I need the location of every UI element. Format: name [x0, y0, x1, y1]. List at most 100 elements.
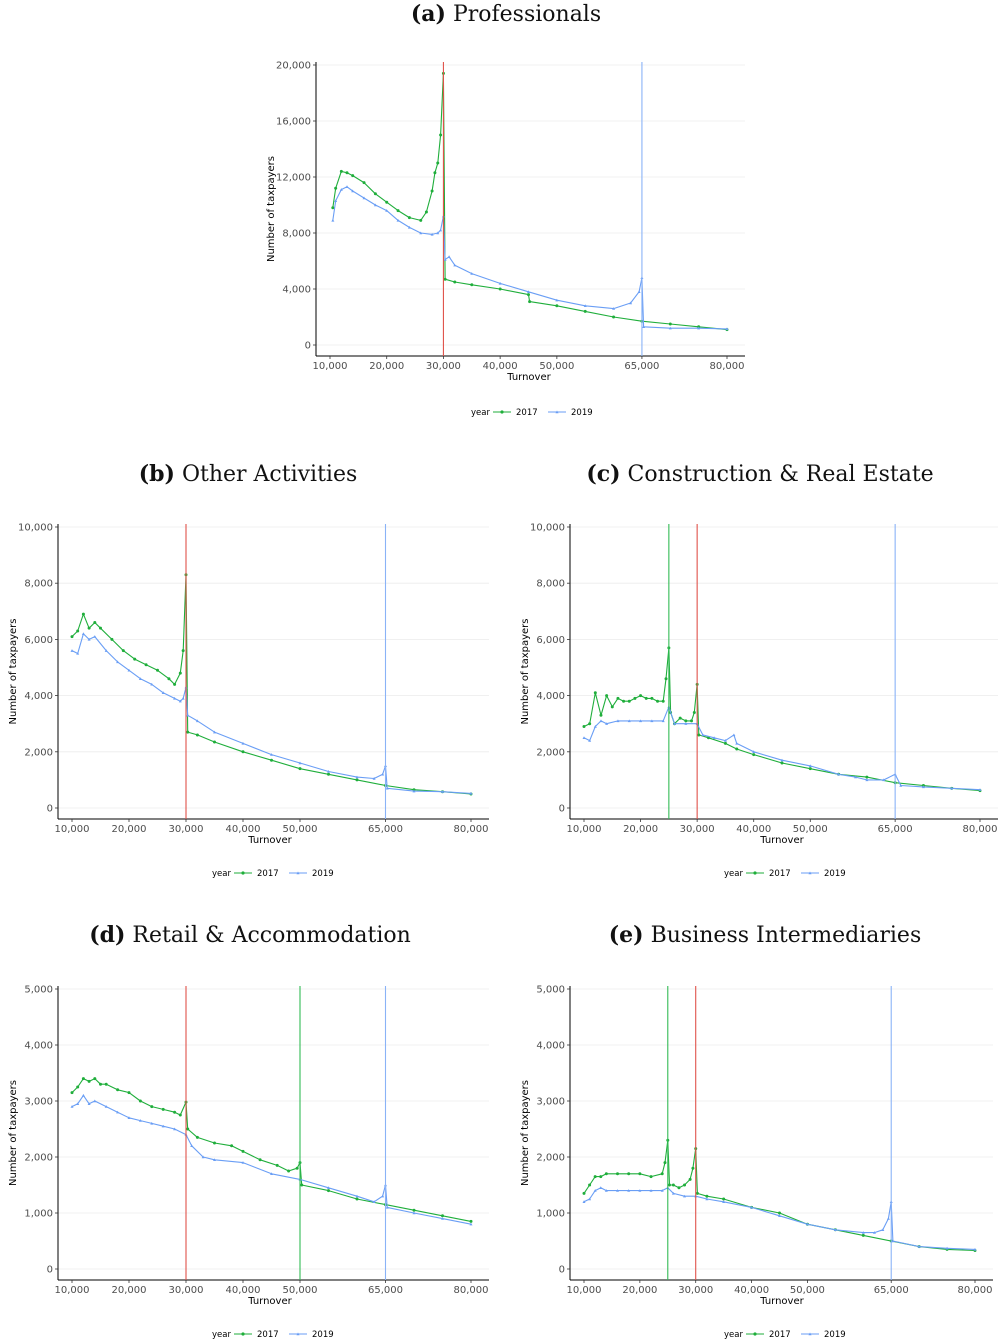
- data-point-2019: [190, 1144, 194, 1147]
- data-point-2017: [433, 171, 437, 175]
- data-point-2019: [407, 225, 411, 229]
- data-point-2017: [599, 1175, 603, 1179]
- series-line-2019: [583, 706, 981, 791]
- data-point-2019: [627, 719, 631, 723]
- chart-b: 0 2,000 4,000 6,000 8,000 10,000 10,000 20,000 3…: [8, 523, 489, 879]
- data-point-2017: [436, 161, 440, 165]
- x-tick-label: 50,000: [539, 361, 574, 372]
- x-axis-title: Turnover: [247, 1296, 292, 1307]
- data-point-2019: [412, 789, 416, 793]
- data-point-2017: [430, 189, 434, 193]
- x-tick-label: 10,000: [567, 824, 602, 835]
- data-point-2017: [173, 1110, 177, 1114]
- series-line-2017: [71, 1078, 472, 1222]
- data-point-2019: [441, 1217, 444, 1220]
- data-point-2019: [891, 1239, 895, 1243]
- legend-label-2019: 2019: [824, 869, 846, 879]
- data-point-2017: [81, 612, 85, 616]
- data-point-2017: [660, 1172, 664, 1176]
- data-point-2017: [156, 668, 159, 672]
- data-point-2017: [178, 1113, 182, 1117]
- data-point-2019: [396, 218, 400, 222]
- y-axis-title: Number of taxpayers: [520, 1080, 531, 1186]
- y-tick-label: 5,000: [536, 985, 565, 996]
- data-point-2017: [110, 637, 114, 641]
- data-point-2019: [327, 1186, 330, 1189]
- data-point-2019: [441, 790, 444, 793]
- data-point-2017: [722, 1197, 726, 1201]
- x-tick-label: 10,000: [313, 361, 348, 372]
- data-point-2019: [334, 199, 338, 202]
- legend-key-marker: [241, 871, 245, 875]
- data-point-2017: [181, 649, 185, 653]
- data-point-2017: [355, 778, 359, 782]
- data-point-2017: [664, 677, 668, 681]
- data-point-2017: [373, 192, 377, 196]
- legend-key-marker: [555, 410, 559, 414]
- legend-label-2017: 2017: [769, 869, 791, 879]
- data-point-2017: [650, 696, 654, 700]
- data-point-2017: [667, 1183, 671, 1187]
- data-point-2017: [287, 1169, 291, 1173]
- data-point-2019: [899, 784, 903, 787]
- data-point-2017: [300, 1183, 304, 1187]
- data-point-2017: [638, 1172, 642, 1176]
- data-point-2017: [705, 1194, 709, 1198]
- data-point-2017: [443, 277, 447, 281]
- data-point-2019: [81, 1093, 85, 1097]
- data-point-2019: [372, 776, 376, 780]
- legend-title: year: [471, 408, 490, 418]
- x-tick-label: 20,000: [112, 1285, 147, 1296]
- y-tick-label: 4,000: [282, 285, 311, 296]
- data-point-2017: [527, 293, 530, 297]
- data-point-2019: [385, 1205, 389, 1209]
- data-point-2019: [138, 1119, 142, 1122]
- data-point-2017: [195, 1135, 199, 1139]
- data-point-2019: [660, 1189, 664, 1192]
- data-point-2017: [138, 1099, 142, 1103]
- legend-label-2017: 2017: [257, 1330, 279, 1340]
- x-tick-label: 30,000: [169, 824, 204, 835]
- data-point-2019: [616, 1189, 620, 1192]
- x-tick-label: 50,000: [790, 1285, 825, 1296]
- data-point-2017: [186, 730, 190, 734]
- series-line-2019: [71, 1094, 472, 1225]
- data-point-2019: [612, 307, 616, 310]
- data-point-2019: [327, 769, 330, 773]
- y-tick-label: 20,000: [276, 61, 311, 72]
- data-point-2019: [661, 719, 665, 723]
- data-point-2019: [527, 290, 530, 293]
- data-point-2017: [778, 1211, 781, 1215]
- data-point-2017: [453, 280, 457, 284]
- y-tick-label: 2,000: [24, 1153, 53, 1164]
- data-point-2017: [116, 1088, 120, 1092]
- data-point-2019: [861, 1231, 865, 1234]
- x-tick-label: 80,000: [454, 1285, 489, 1296]
- chart-c: 0 2,000 4,000 6,000 8,000 10,000 10,000 20,000 3…: [520, 523, 998, 879]
- data-point-2019: [616, 719, 620, 723]
- data-point-2017: [604, 1172, 608, 1176]
- data-point-2017: [588, 722, 592, 726]
- data-point-2019: [750, 1205, 754, 1209]
- data-point-2019: [76, 1102, 80, 1105]
- data-point-2017: [639, 694, 643, 698]
- data-point-2017: [327, 772, 330, 776]
- data-point-2019: [833, 1228, 837, 1231]
- x-tick-label: 20,000: [369, 361, 404, 372]
- x-tick-label: 30,000: [426, 361, 461, 372]
- x-tick-label: 30,000: [169, 1285, 204, 1296]
- y-tick-label: 6,000: [24, 635, 53, 646]
- data-point-2017: [697, 733, 701, 737]
- data-point-2017: [588, 1183, 592, 1187]
- data-point-2019: [447, 255, 451, 258]
- data-point-2019: [650, 719, 654, 723]
- data-point-2017: [195, 733, 199, 737]
- data-point-2019: [588, 739, 592, 742]
- data-point-2019: [81, 632, 85, 635]
- data-point-2019: [917, 1245, 921, 1248]
- data-point-2017: [723, 741, 727, 745]
- data-point-2017: [649, 1175, 653, 1179]
- data-point-2019: [362, 196, 366, 200]
- data-point-2017: [469, 1219, 473, 1223]
